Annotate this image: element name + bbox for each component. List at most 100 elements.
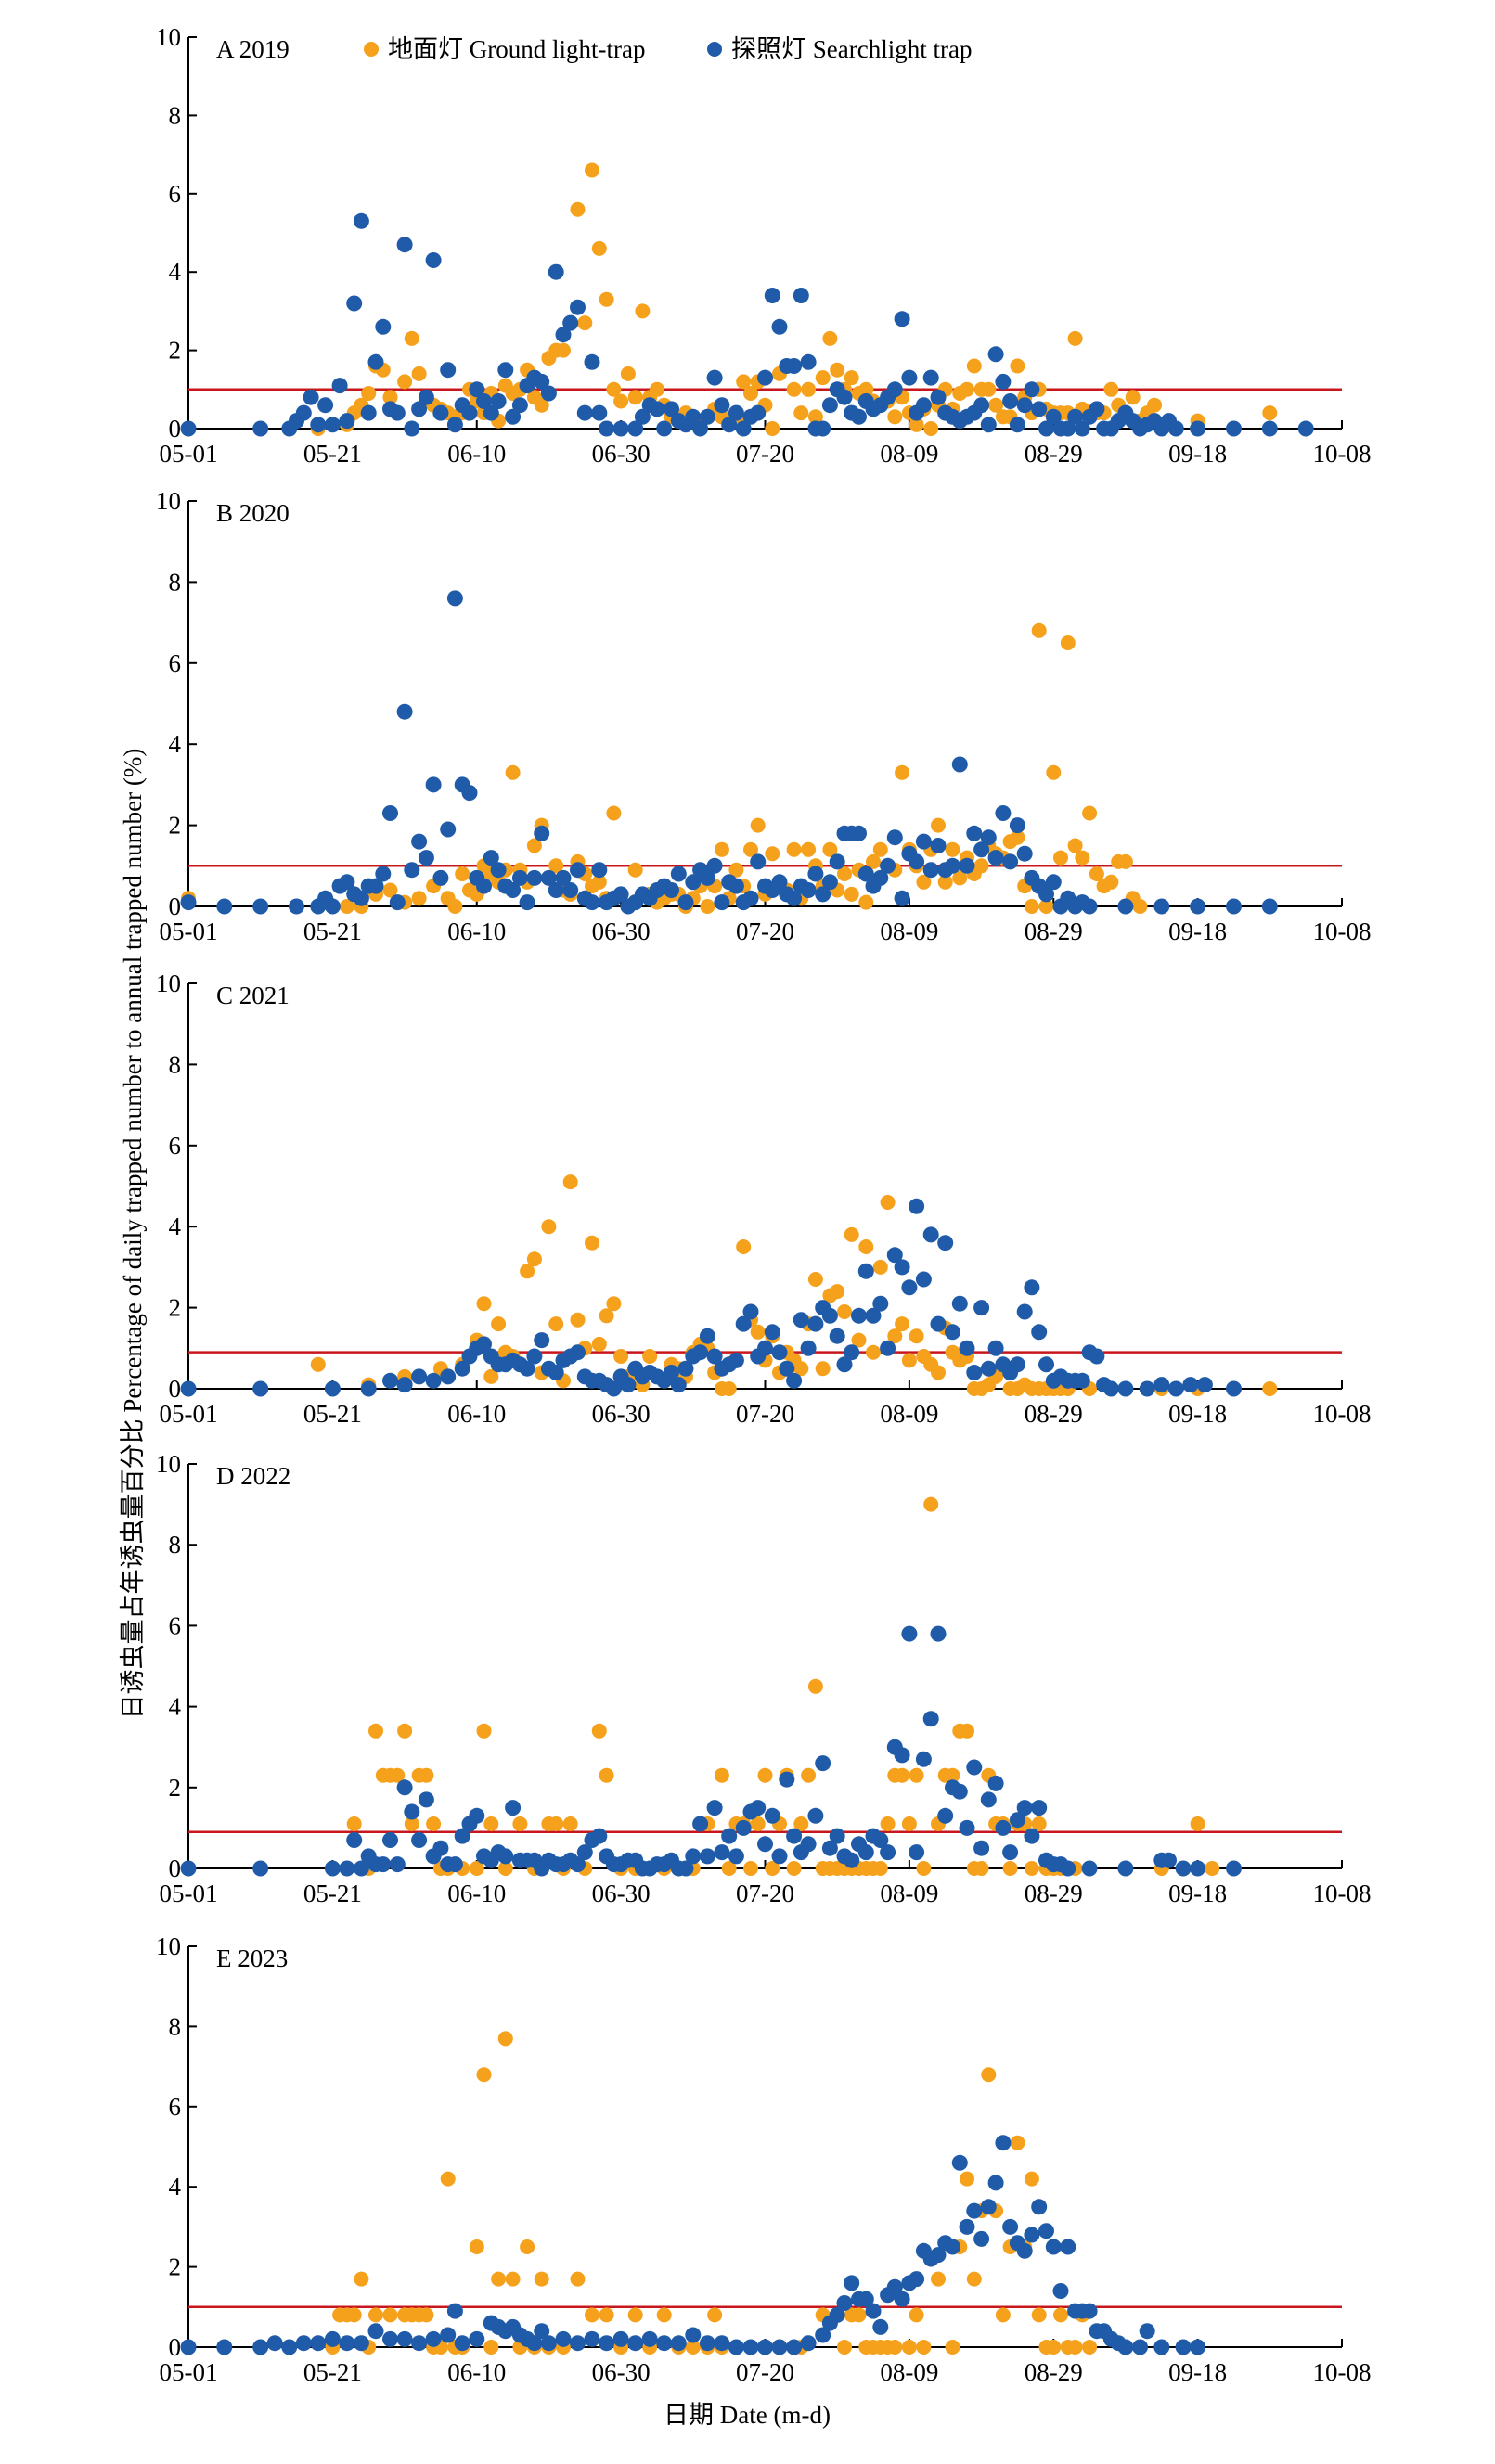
search-point — [641, 2330, 658, 2347]
ground-point — [382, 2307, 398, 2323]
y-tick-label: 2 — [169, 1774, 182, 1802]
ground-point — [591, 874, 607, 890]
y-tick-label: 6 — [169, 649, 182, 677]
ground-point — [397, 374, 413, 390]
search-point — [490, 862, 507, 879]
x-tick-label: 06-30 — [592, 1400, 651, 1428]
search-point — [786, 358, 803, 374]
search-point — [1117, 2339, 1134, 2355]
ground-point — [685, 2340, 701, 2355]
search-point — [937, 1235, 954, 1251]
search-point — [317, 397, 334, 414]
ground-point — [1205, 1861, 1220, 1876]
search-point — [382, 2330, 398, 2347]
ground-point — [310, 1356, 326, 1372]
ground-point — [872, 841, 888, 857]
ground-point — [880, 1816, 896, 1831]
x-tick-label: 06-10 — [447, 918, 506, 945]
search-point — [396, 237, 413, 253]
search-point — [1081, 898, 1098, 915]
ground-point — [1053, 2307, 1068, 2323]
search-point — [382, 1832, 398, 1848]
ground-point — [1046, 764, 1062, 780]
search-point — [677, 894, 694, 911]
ground-point — [909, 417, 924, 432]
x-tick-label: 08-29 — [1025, 1880, 1083, 1907]
x-tick-label: 08-09 — [880, 1400, 938, 1428]
ground-point — [887, 409, 903, 425]
search-point — [894, 311, 910, 327]
search-point — [987, 346, 1004, 363]
search-point — [995, 2135, 1012, 2151]
search-point — [987, 2175, 1004, 2191]
search-point — [440, 362, 457, 379]
search-point — [180, 2339, 197, 2355]
search-point — [446, 417, 463, 433]
ground-point — [966, 2271, 982, 2287]
search-point — [432, 869, 449, 886]
ground-point — [526, 1251, 542, 1267]
x-tick-label: 09-18 — [1168, 2358, 1227, 2386]
ground-point — [599, 1308, 614, 1324]
ground-point — [743, 386, 758, 401]
search-point — [295, 404, 312, 421]
search-point — [1167, 420, 1184, 437]
search-point — [728, 1352, 744, 1368]
ground-point — [599, 1767, 614, 1783]
ground-point — [858, 1239, 874, 1254]
search-point — [1190, 2339, 1206, 2355]
x-tick-label: 06-10 — [447, 1400, 506, 1428]
ground-point — [981, 381, 997, 397]
x-tick-label: 08-29 — [1025, 440, 1083, 468]
search-point — [519, 1360, 535, 1377]
search-point — [425, 776, 442, 793]
x-tick-label: 09-18 — [1168, 440, 1227, 468]
search-point — [389, 1856, 406, 1873]
search-point — [915, 1271, 932, 1288]
search-point — [966, 825, 983, 841]
search-point — [483, 850, 499, 866]
search-point — [894, 1747, 910, 1764]
ground-point — [973, 858, 989, 874]
legend-marker-ground — [364, 42, 379, 57]
ground-point — [1089, 866, 1104, 881]
search-point — [324, 898, 341, 915]
x-tick-label: 05-21 — [303, 1880, 362, 1907]
search-point — [930, 389, 947, 405]
ground-point — [505, 2271, 521, 2287]
search-point — [440, 1368, 457, 1385]
search-point — [476, 878, 492, 894]
x-tick-label: 08-29 — [1025, 1400, 1083, 1428]
ground-point — [858, 381, 874, 397]
ground-point — [952, 870, 968, 886]
panel-label: E 2023 — [216, 1944, 288, 1972]
ground-point — [916, 2340, 932, 2355]
ground-point — [1075, 850, 1090, 866]
ground-point — [483, 2340, 499, 2355]
search-point — [1175, 1860, 1192, 1877]
search-point — [252, 898, 269, 915]
search-point — [699, 408, 715, 425]
search-point — [800, 2335, 817, 2352]
search-point — [771, 2339, 788, 2355]
ground-point — [1067, 330, 1083, 346]
panel-label: D 2022 — [216, 1462, 290, 1490]
search-point — [252, 420, 269, 437]
ground-point — [1067, 838, 1083, 853]
search-point — [915, 397, 932, 414]
search-point — [396, 703, 413, 720]
ground-point — [426, 1816, 442, 1831]
search-point — [793, 288, 809, 303]
ground-point — [562, 1174, 578, 1190]
search-point — [1016, 397, 1033, 414]
search-point — [396, 2330, 413, 2347]
search-point — [764, 1807, 780, 1824]
search-point — [295, 2335, 312, 2352]
x-tick-label: 06-30 — [592, 440, 651, 468]
ground-point — [909, 1767, 924, 1783]
ground-point — [743, 841, 758, 857]
search-point — [728, 404, 744, 421]
search-point — [966, 1759, 983, 1776]
search-point — [570, 2335, 586, 2352]
search-point — [901, 369, 918, 386]
